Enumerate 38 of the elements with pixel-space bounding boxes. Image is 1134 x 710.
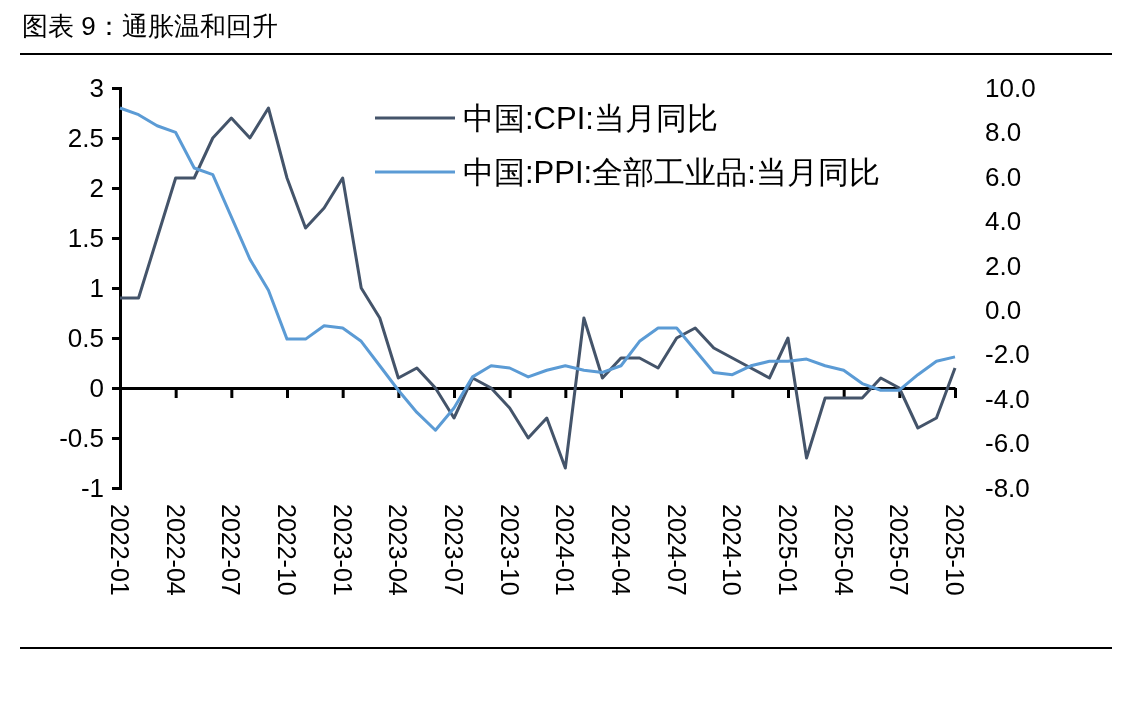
y-tick-label: 0.5 <box>67 322 104 353</box>
y-tick-label: 3 <box>89 72 104 103</box>
x-tick-label: 2023-04 <box>384 504 413 596</box>
x-tick-label: 2022-10 <box>273 504 301 596</box>
x-tick-label: 2024-01 <box>551 504 580 596</box>
x-tick-label: 2022-04 <box>161 504 190 596</box>
legend-label: 中国:CPI:当月同比 <box>463 101 718 136</box>
y-tick-label: 0 <box>89 372 104 403</box>
y2-tick-label: 2.0 <box>985 250 1022 281</box>
y-tick-label: 2.5 <box>67 122 104 153</box>
y-tick-label: 2 <box>89 172 104 203</box>
x-tick-label: 2023-10 <box>495 504 524 596</box>
x-tick-label: 2025-01 <box>774 504 802 596</box>
y-tick-label: 1.5 <box>67 222 104 253</box>
x-tick-label: 2025-04 <box>829 504 858 596</box>
x-tick-label: 2022-07 <box>217 504 246 596</box>
y2-tick-label: -6.0 <box>985 428 1030 459</box>
y2-tick-label: 0.0 <box>985 295 1022 326</box>
x-tick-label: 2024-04 <box>607 504 635 596</box>
x-tick-label: 2024-10 <box>718 504 747 596</box>
x-tick-label: 2023-07 <box>440 504 468 596</box>
y-tick-label: -1 <box>80 472 104 503</box>
y-tick-label: -0.5 <box>59 422 104 453</box>
y2-tick-label: -4.0 <box>985 383 1030 414</box>
x-tick-label: 2024-07 <box>662 504 691 596</box>
x-tick-label: 2022-01 <box>106 504 134 596</box>
x-tick-label: 2023-01 <box>328 504 357 596</box>
y2-tick-label: -8.0 <box>985 472 1030 503</box>
y2-tick-label: 4.0 <box>985 206 1022 237</box>
y-tick-label: 1 <box>89 272 104 303</box>
x-tick-label: 2025-10 <box>941 504 969 596</box>
y2-tick-label: -2.0 <box>985 339 1030 370</box>
legend-label: 中国:PPI:全部工业品:当月同比 <box>463 155 880 190</box>
chart-title: 图表 9：通胀温和回升 <box>22 11 278 41</box>
x-tick-label: 2025-07 <box>885 504 914 596</box>
y2-tick-label: 8.0 <box>985 117 1022 148</box>
y2-tick-label: 6.0 <box>985 161 1022 192</box>
y2-tick-label: 10.0 <box>985 72 1036 103</box>
